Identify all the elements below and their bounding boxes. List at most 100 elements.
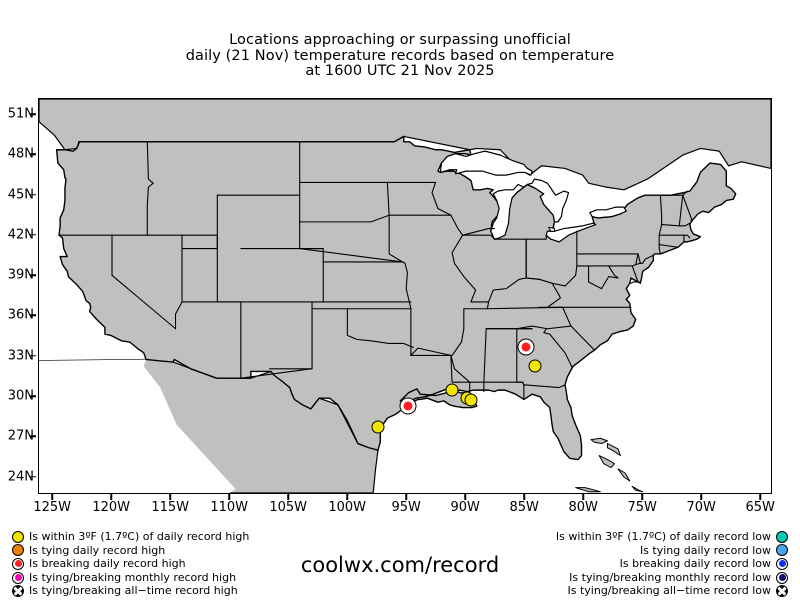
state-border-40: [488, 238, 527, 303]
legend-item-label: Is within 3ºF (1.7ºC) of daily record hi…: [29, 530, 250, 543]
latitude-tick-label: 27N: [7, 428, 34, 444]
longitude-tick-label: 100W: [328, 500, 367, 515]
longitude-tick-label: 75W: [627, 500, 657, 515]
record-marker[interactable]: [445, 383, 459, 397]
longitude-tick-mark: [759, 494, 761, 500]
state-border-19: [388, 214, 404, 263]
state-border-29: [410, 347, 452, 356]
pacific-ocean-water: [39, 359, 236, 493]
latitude-tick-mark: [30, 274, 36, 276]
longitude-tick-label: 65W: [745, 500, 775, 515]
legend-item-label: Is tying/breaking all−time record high: [29, 584, 238, 598]
legend-item: Is tying/breaking monthly record high: [12, 571, 342, 585]
state-border-63: [658, 244, 679, 248]
lightblue-circle-icon: [776, 544, 788, 557]
island-1: [590, 437, 608, 445]
latitude-tick-label: 33N: [7, 348, 34, 364]
latitude-tick-label: 30N: [7, 388, 34, 404]
island-2: [606, 443, 621, 457]
latitude-tick-mark: [30, 153, 36, 156]
island-6: [575, 487, 601, 493]
longitude-tick-mark: [228, 494, 230, 500]
magenta-ring-circle-icon: [12, 571, 24, 584]
island-3: [598, 455, 616, 469]
legend-marker-core: [778, 560, 786, 568]
legend-record-high: Is within 3ºF (1.7ºC) of daily record hi…: [12, 530, 342, 598]
state-border-66: [629, 281, 641, 284]
state-border-64: [635, 253, 639, 266]
x-glyph: [13, 585, 23, 597]
longitude-tick-label: 110W: [210, 500, 248, 515]
record-marker[interactable]: [464, 393, 478, 407]
longitude-tick-label: 70W: [686, 500, 716, 515]
record-marker[interactable]: [517, 338, 535, 356]
x-glyph: [777, 585, 787, 597]
legend-item-label: Is within 3ºF (1.7ºC) of daily record lo…: [555, 530, 771, 543]
island-4: [617, 468, 631, 482]
page-title: Locations approaching or surpassing unof…: [0, 32, 800, 80]
state-border-17: [311, 308, 414, 348]
latitude-tick-label: 51N: [7, 106, 34, 122]
longitude-tick-label: 125W: [33, 500, 71, 515]
record-marker[interactable]: [528, 359, 542, 373]
longitude-tick-mark: [523, 494, 525, 500]
state-border-49: [570, 325, 596, 351]
teal-circle-icon: [776, 530, 788, 543]
watermark-coolwx[interactable]: coolwx.com/record: [300, 553, 500, 577]
legend-marker-core: [778, 574, 786, 582]
longitude-tick-label: 80W: [568, 500, 598, 515]
legend-item: Is breaking daily record low: [458, 557, 788, 571]
legend-item-label: Is tying daily record high: [29, 543, 166, 557]
state-border-50: [543, 328, 574, 368]
legend-item: Is tying/breaking all−time record high: [12, 584, 342, 598]
legend-item-label: Is breaking daily record high: [29, 557, 186, 571]
legend-item-label: Is tying/breaking all−time record low: [567, 584, 772, 598]
state-border-11: [240, 368, 312, 379]
yellow-circle-icon: [12, 530, 24, 543]
state-border-22: [386, 181, 452, 216]
state-border-23: [402, 261, 412, 310]
lake-michigan: [490, 183, 525, 240]
state-border-65: [608, 265, 619, 279]
state-border-28: [410, 354, 471, 394]
latitude-tick-mark: [30, 193, 36, 196]
longitude-tick-mark: [582, 494, 584, 500]
lake-erie: [545, 222, 597, 243]
state-border-43: [525, 277, 561, 308]
record-marker[interactable]: [399, 397, 417, 415]
lake-ontario: [589, 206, 627, 219]
state-border-6: [146, 234, 218, 250]
latitude-tick-label: 39N: [7, 267, 34, 283]
latitude-tick-mark: [30, 113, 36, 115]
latitude-tick-label: 45N: [7, 187, 34, 203]
legend-item: Is within 3ºF (1.7ºC) of daily record lo…: [458, 530, 788, 544]
navy-ring-circle-icon: [776, 571, 788, 584]
state-border-61: [682, 194, 693, 222]
state-border-41: [525, 234, 547, 240]
blue-ring-circle-icon: [776, 557, 788, 570]
state-border-20: [386, 181, 390, 216]
state-border-46: [588, 265, 619, 290]
latitude-tick-mark: [30, 475, 36, 478]
latitude-tick-label: 36N: [7, 307, 34, 323]
x-circle-icon: [12, 585, 24, 598]
record-marker[interactable]: [371, 420, 385, 434]
lake-st-clair: [548, 226, 555, 232]
state-border-3: [174, 234, 183, 330]
map-plot-area[interactable]: [38, 98, 772, 494]
state-border-52: [523, 384, 566, 389]
lake-superior: [439, 150, 533, 176]
lake-huron: [526, 178, 570, 223]
latitude-tick-mark: [30, 354, 36, 357]
state-border-53: [516, 381, 525, 386]
latitude-tick-label: 24N: [7, 469, 34, 485]
state-border-54: [639, 254, 654, 264]
longitude-tick-mark: [169, 494, 171, 500]
legend-item: Is tying/breaking monthly record low: [458, 571, 788, 585]
state-border-26: [451, 234, 490, 303]
longitude-tick-mark: [464, 494, 466, 500]
legend-item: Is tying/breaking all−time record low: [458, 584, 788, 598]
title-line-1: Locations approaching or surpassing unof…: [229, 32, 571, 48]
record-marker-core: [521, 342, 531, 352]
state-border-30: [450, 354, 471, 383]
